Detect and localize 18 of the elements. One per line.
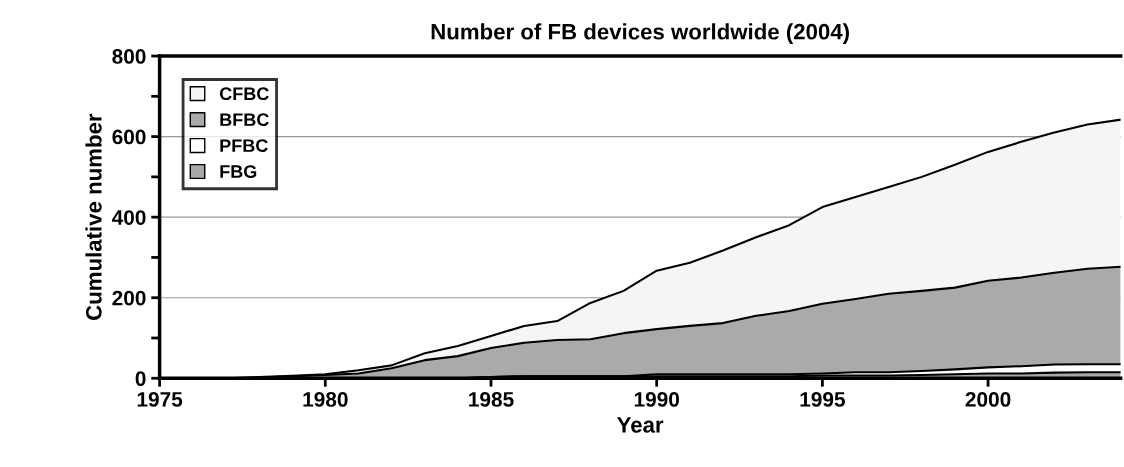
x-axis-title: Year (617, 417, 664, 433)
y-tick-label: 200 (112, 290, 146, 306)
x-tick-label: 1990 (634, 392, 680, 407)
y-axis-title: Cumulative number (85, 113, 102, 320)
x-tick-label: 1980 (303, 392, 348, 407)
legend-label: FBG (220, 165, 257, 178)
legend-label: CFBC (219, 87, 269, 101)
x-tick-label: 1975 (137, 392, 183, 407)
legend-label: BFBC (220, 113, 269, 127)
y-tick-label: 400 (111, 210, 146, 225)
x-tick-label: 1995 (800, 392, 845, 407)
x-tick-label: 1985 (469, 392, 514, 407)
y-tick-label: 600 (112, 129, 146, 145)
x-tick-label: 2000 (965, 392, 1011, 407)
legend-label: PFBC (220, 139, 268, 152)
y-tick-label: 0 (135, 371, 146, 387)
chart-title: Number of FB devices worldwide (2004) (431, 23, 849, 44)
y-tick-label: 800 (112, 49, 146, 64)
